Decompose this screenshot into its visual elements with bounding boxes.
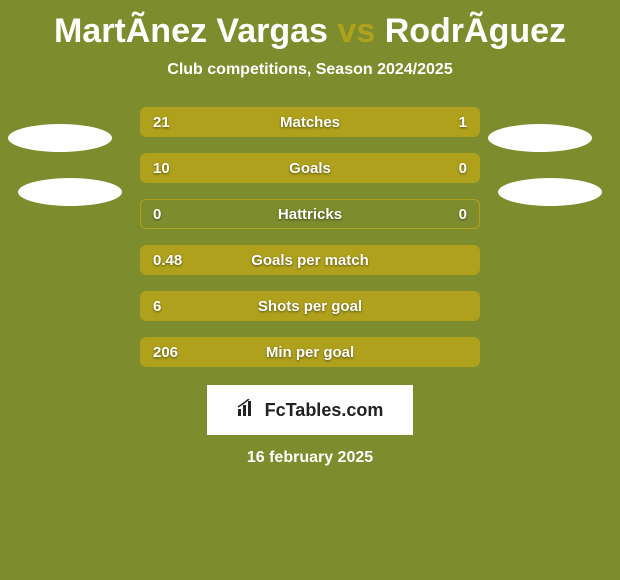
- stat-label: Goals per match: [141, 246, 479, 274]
- stat-label: Goals: [141, 154, 479, 182]
- stat-value-right: 0: [459, 154, 467, 182]
- stat-label: Shots per goal: [141, 292, 479, 320]
- stat-label: Min per goal: [141, 338, 479, 366]
- vs-text: vs: [337, 12, 375, 50]
- logo-text: FcTables.com: [265, 400, 384, 421]
- stat-row: 0Hattricks0: [140, 199, 480, 229]
- chart-icon: [237, 399, 259, 422]
- stat-row: 0.48Goals per match: [140, 245, 480, 275]
- stat-row: 10Goals0: [140, 153, 480, 183]
- stat-row: 206Min per goal: [140, 337, 480, 367]
- infographic-container: MartÃnez Vargas vs RodrÃguez Club compet…: [0, 0, 620, 580]
- stat-label: Hattricks: [141, 200, 479, 228]
- stat-row: 6Shots per goal: [140, 291, 480, 321]
- page-title: MartÃnez Vargas vs RodrÃguez: [0, 0, 620, 51]
- stat-value-right: 1: [459, 108, 467, 136]
- subtitle: Club competitions, Season 2024/2025: [0, 61, 620, 79]
- player2-name: RodrÃguez: [385, 12, 566, 50]
- logo-box[interactable]: FcTables.com: [207, 385, 413, 435]
- stats-area: 21Matches110Goals00Hattricks00.48Goals p…: [0, 107, 620, 377]
- stat-row: 21Matches1: [140, 107, 480, 137]
- stat-label: Matches: [141, 108, 479, 136]
- stat-value-right: 0: [459, 200, 467, 228]
- date-text: 16 february 2025: [0, 449, 620, 467]
- player1-name: MartÃnez Vargas: [54, 12, 328, 50]
